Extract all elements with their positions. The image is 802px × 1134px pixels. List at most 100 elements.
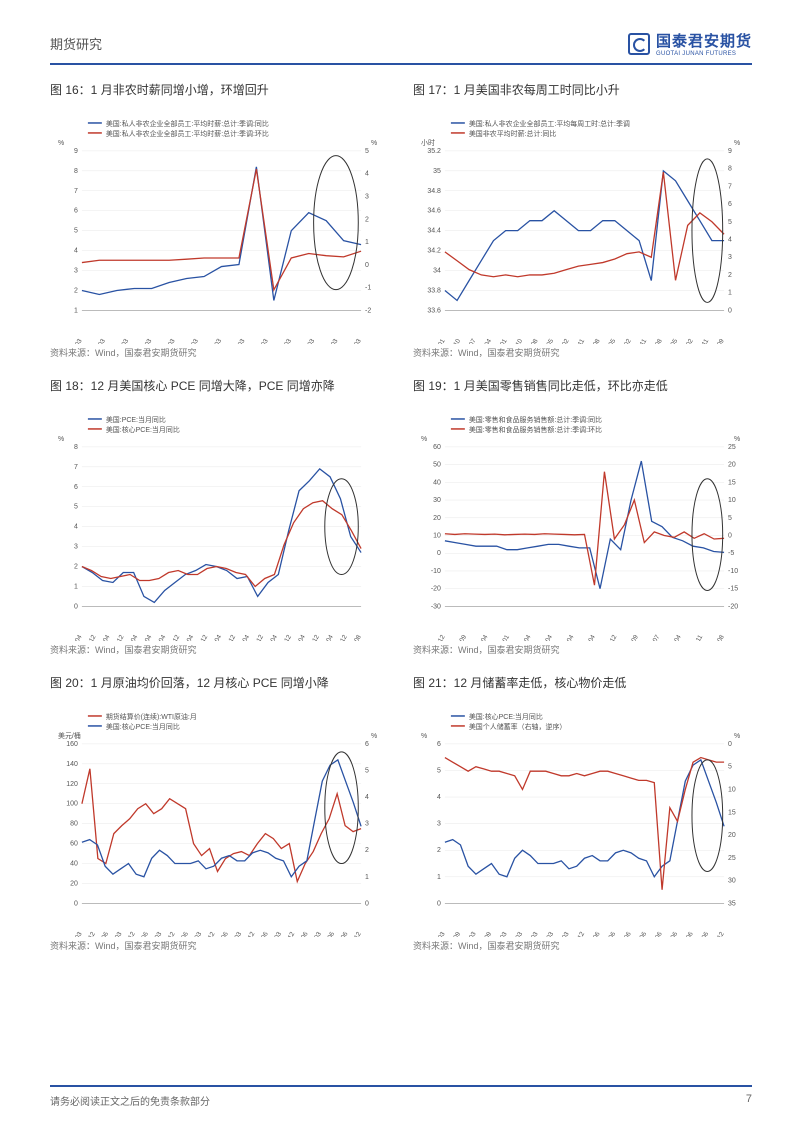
svg-text:12-03: 12-03 — [525, 930, 540, 937]
svg-text:20-03: 20-03 — [309, 930, 324, 937]
svg-text:3: 3 — [365, 820, 369, 827]
chart-source: 资料来源：Wind，国泰君安期货研究 — [50, 939, 389, 952]
svg-text:10-03: 10-03 — [109, 930, 124, 937]
svg-text:15: 15 — [728, 480, 736, 487]
svg-text:2: 2 — [74, 564, 78, 571]
svg-text:13-12: 13-12 — [111, 634, 126, 641]
svg-text:21-06: 21-06 — [322, 930, 337, 937]
svg-text:1: 1 — [728, 290, 732, 297]
svg-text:美国:核心PCE:当月同比: 美国:核心PCE:当月同比 — [469, 712, 543, 721]
svg-text:美国:私人非农企业全部员工:平均每周工时:总计:季调: 美国:私人非农企业全部员工:平均每周工时:总计:季调 — [469, 119, 630, 128]
chart-0: 美国:私人非农企业全部员工:平均时薪:总计:季调:同比美国:私人非农企业全部员工… — [50, 115, 389, 344]
svg-text:23-12: 23-12 — [348, 930, 363, 937]
disclaimer: 请务必阅读正文之后的免责条款部分 — [50, 1093, 210, 1108]
svg-text:%: % — [371, 733, 377, 740]
chart-title: 图 17：1 月美国非农每周工时同比小升 — [413, 83, 752, 111]
svg-text:12-04: 12-04 — [69, 634, 84, 641]
svg-text:-20: -20 — [431, 586, 441, 593]
svg-text:美元/桶: 美元/桶 — [58, 731, 81, 740]
svg-text:21-12: 21-12 — [307, 634, 322, 641]
svg-text:20: 20 — [70, 880, 78, 887]
svg-text:4: 4 — [437, 794, 441, 801]
svg-text:19-09: 19-09 — [626, 634, 641, 641]
svg-text:5: 5 — [74, 504, 78, 511]
svg-text:14-04: 14-04 — [125, 634, 140, 641]
svg-text:100: 100 — [66, 800, 78, 807]
svg-text:0: 0 — [365, 900, 369, 907]
svg-text:15-11: 15-11 — [572, 337, 586, 344]
chart-source: 资料来源：Wind，国泰君安期货研究 — [413, 939, 752, 952]
svg-text:16-03: 16-03 — [186, 337, 201, 344]
svg-text:4: 4 — [728, 237, 732, 244]
svg-text:09-10: 09-10 — [448, 337, 463, 344]
chart-block-0: 图 16：1 月非农时薪同增小增，环增回升美国:私人非农企业全部员工:平均时薪:… — [50, 83, 389, 359]
svg-text:35.2: 35.2 — [427, 148, 441, 155]
svg-text:12-01: 12-01 — [494, 337, 509, 344]
svg-text:17-05: 17-05 — [603, 337, 618, 344]
svg-text:22-12: 22-12 — [335, 634, 350, 641]
svg-text:10-07: 10-07 — [463, 337, 478, 344]
svg-text:40: 40 — [433, 480, 441, 487]
svg-text:%: % — [421, 733, 427, 740]
svg-text:14-03: 14-03 — [189, 930, 204, 937]
svg-text:21-02: 21-02 — [680, 337, 695, 344]
svg-text:18-06: 18-06 — [634, 930, 649, 937]
svg-text:5: 5 — [437, 767, 441, 774]
svg-text:20-03: 20-03 — [279, 337, 294, 344]
svg-text:美国:私人非农企业全部员工:平均时薪:总计:季调:同比: 美国:私人非农企业全部员工:平均时薪:总计:季调:同比 — [106, 119, 269, 128]
svg-text:-10: -10 — [431, 568, 441, 575]
svg-text:美国:PCE:当月同比: 美国:PCE:当月同比 — [106, 415, 166, 424]
svg-text:5: 5 — [365, 148, 369, 155]
svg-text:09-09: 09-09 — [479, 930, 494, 937]
chart-5: 美国:核心PCE:当月同比美国个人储蓄率（右轴，逆序）%%01234560510… — [413, 708, 752, 937]
svg-text:23-12: 23-12 — [711, 930, 726, 937]
chart-block-4: 图 20：1 月原油均价回落，12 月核心 PCE 同增小降期货结算价(连续):… — [50, 676, 389, 952]
svg-text:-2: -2 — [365, 307, 371, 314]
svg-text:%: % — [734, 140, 740, 147]
svg-text:10: 10 — [728, 786, 736, 793]
svg-text:美国:零售和食品服务销售额:总计:季调:环比: 美国:零售和食品服务销售额:总计:季调:环比 — [469, 425, 602, 434]
svg-text:18-02: 18-02 — [618, 337, 633, 344]
svg-text:2: 2 — [74, 287, 78, 294]
svg-text:30: 30 — [433, 497, 441, 504]
svg-text:22-04: 22-04 — [321, 634, 336, 641]
svg-text:小时: 小时 — [421, 138, 435, 147]
chart-title: 图 20：1 月原油均价回落，12 月核心 PCE 同增小降 — [50, 676, 389, 704]
chart-source: 资料来源：Wind，国泰君安期货研究 — [413, 643, 752, 656]
svg-text:7: 7 — [74, 188, 78, 195]
chart-1: 美国:私人非农企业全部员工:平均每周工时:总计:季调美国非农平均时薪:总计:同比… — [413, 115, 752, 344]
svg-text:23-08: 23-08 — [348, 634, 363, 641]
svg-text:12-12: 12-12 — [162, 930, 177, 937]
svg-text:15-03: 15-03 — [162, 337, 177, 344]
svg-text:22-06: 22-06 — [696, 930, 711, 937]
svg-text:19-04: 19-04 — [237, 634, 252, 641]
svg-text:5: 5 — [365, 767, 369, 774]
svg-text:160: 160 — [66, 741, 78, 748]
svg-text:1: 1 — [365, 239, 369, 246]
svg-text:19-12: 19-12 — [251, 634, 266, 641]
svg-text:5: 5 — [728, 763, 732, 770]
svg-text:11-12: 11-12 — [433, 634, 447, 641]
chart-block-1: 图 17：1 月美国非农每周工时同比小升美国:私人非农企业全部员工:平均每周工时… — [413, 83, 752, 359]
svg-text:34.6: 34.6 — [427, 208, 441, 215]
svg-text:16-03: 16-03 — [229, 930, 244, 937]
page-header: 期货研究 国泰君安期货 GUOTAI JUNAN FUTURES — [50, 30, 752, 65]
svg-text:17-04: 17-04 — [561, 634, 576, 641]
page-footer: 请务必阅读正文之后的免责条款部分 7 — [50, 1085, 752, 1108]
svg-text:23-09: 23-09 — [711, 337, 726, 344]
svg-text:20-12: 20-12 — [279, 634, 294, 641]
chart-title: 图 19：1 月美国零售销售同比走低，环比亦走低 — [413, 379, 752, 407]
svg-text:4: 4 — [74, 248, 78, 255]
svg-text:60: 60 — [433, 444, 441, 451]
svg-text:19-08: 19-08 — [649, 337, 664, 344]
svg-text:3: 3 — [74, 268, 78, 275]
svg-text:6: 6 — [437, 741, 441, 748]
svg-text:8: 8 — [74, 444, 78, 451]
page-number: 7 — [746, 1093, 752, 1108]
svg-text:美国:零售和食品服务销售额:总计:季调:同比: 美国:零售和食品服务销售额:总计:季调:同比 — [469, 415, 602, 424]
svg-text:20: 20 — [728, 462, 736, 469]
svg-text:12-03: 12-03 — [149, 930, 164, 937]
svg-text:14-01: 14-01 — [497, 634, 512, 641]
svg-text:21-04: 21-04 — [293, 634, 308, 641]
svg-text:-15: -15 — [728, 586, 738, 593]
